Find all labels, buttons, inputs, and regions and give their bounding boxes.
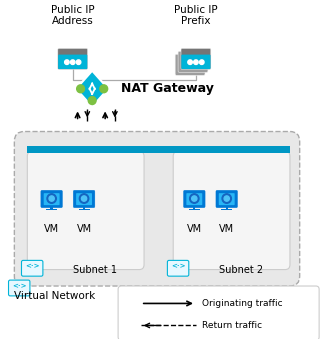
Text: VM: VM (44, 224, 59, 234)
Bar (78, 209, 90, 210)
Text: Virtual Network: Virtual Network (14, 291, 95, 301)
Bar (50, 206, 53, 209)
FancyBboxPatch shape (118, 286, 319, 340)
Bar (189, 209, 200, 210)
Circle shape (70, 60, 75, 65)
FancyBboxPatch shape (58, 55, 87, 69)
Bar (226, 206, 228, 209)
FancyBboxPatch shape (175, 54, 205, 75)
Bar (221, 209, 232, 210)
FancyBboxPatch shape (181, 48, 211, 69)
Text: Subnet 2: Subnet 2 (219, 265, 263, 274)
FancyBboxPatch shape (44, 193, 60, 205)
Text: <·>: <·> (25, 263, 40, 269)
Circle shape (192, 196, 197, 201)
Circle shape (65, 60, 69, 65)
Circle shape (76, 60, 81, 65)
FancyBboxPatch shape (41, 190, 62, 208)
FancyBboxPatch shape (167, 260, 189, 276)
FancyBboxPatch shape (178, 51, 208, 72)
FancyBboxPatch shape (216, 190, 237, 208)
FancyBboxPatch shape (14, 132, 300, 286)
Circle shape (47, 194, 56, 203)
Circle shape (49, 196, 54, 201)
FancyBboxPatch shape (183, 190, 205, 208)
Text: NAT Gateway: NAT Gateway (121, 82, 214, 95)
Text: VM: VM (77, 224, 92, 234)
Circle shape (81, 196, 87, 201)
FancyBboxPatch shape (76, 193, 92, 205)
Bar (83, 206, 85, 209)
Polygon shape (76, 71, 108, 107)
FancyBboxPatch shape (173, 151, 290, 270)
Circle shape (224, 196, 229, 201)
Text: VM: VM (187, 224, 202, 234)
FancyBboxPatch shape (73, 190, 95, 208)
FancyBboxPatch shape (186, 193, 202, 205)
Text: VM: VM (219, 224, 234, 234)
Text: <·>: <·> (12, 283, 26, 289)
Text: <·>: <·> (171, 263, 185, 269)
Text: Subnet 1: Subnet 1 (73, 265, 117, 274)
Bar (27, 146, 290, 153)
FancyBboxPatch shape (9, 280, 30, 296)
FancyBboxPatch shape (27, 151, 144, 270)
Circle shape (222, 194, 232, 203)
Text: Public IP
Address: Public IP Address (51, 5, 95, 26)
FancyBboxPatch shape (181, 55, 211, 69)
Circle shape (199, 60, 204, 65)
Circle shape (194, 60, 198, 65)
FancyBboxPatch shape (219, 193, 235, 205)
Circle shape (188, 60, 192, 65)
Bar (46, 209, 57, 210)
Circle shape (77, 85, 84, 93)
Text: Public IP
Prefix: Public IP Prefix (174, 5, 218, 26)
Bar (193, 206, 196, 209)
Circle shape (190, 194, 199, 203)
Text: Return traffic: Return traffic (202, 321, 263, 330)
FancyBboxPatch shape (58, 48, 88, 69)
FancyBboxPatch shape (22, 260, 43, 276)
Circle shape (100, 85, 108, 93)
Text: Originating traffic: Originating traffic (202, 299, 283, 308)
Circle shape (88, 97, 96, 104)
Circle shape (79, 194, 89, 203)
